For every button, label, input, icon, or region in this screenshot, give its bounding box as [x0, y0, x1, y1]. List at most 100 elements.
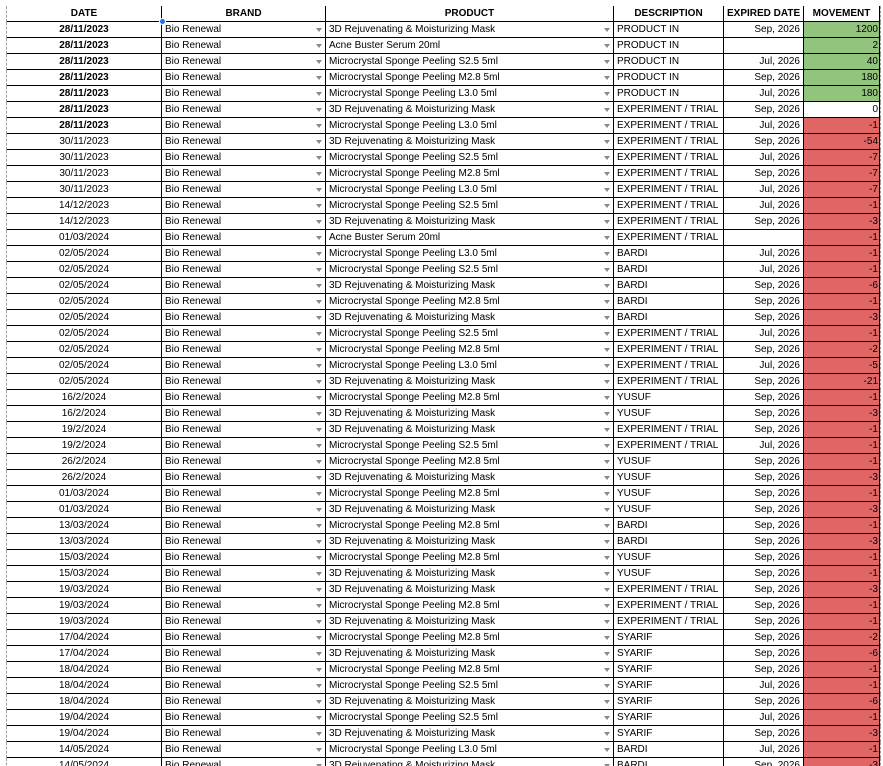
product-dropdown-cell[interactable]: Microcrystal Sponge Peeling S2.5 5ml [326, 678, 614, 694]
movement-cell[interactable]: -7 [804, 150, 880, 166]
brand-dropdown-cell[interactable]: Bio Renewal [162, 678, 326, 694]
header-expired-date[interactable]: EXPIRED DATE [724, 6, 804, 22]
product-dropdown-cell[interactable]: 3D Rejuvenating & Moisturizing Mask [326, 694, 614, 710]
brand-dropdown-cell[interactable]: Bio Renewal [162, 278, 326, 294]
product-dropdown-cell[interactable]: 3D Rejuvenating & Moisturizing Mask [326, 566, 614, 582]
dropdown-arrow-icon[interactable] [316, 652, 322, 656]
movement-cell[interactable]: -3 [804, 214, 880, 230]
description-cell[interactable]: YUSUF [614, 470, 724, 486]
expired-date-cell[interactable]: Sep, 2026 [724, 550, 804, 566]
product-dropdown-cell[interactable]: Acne Buster Serum 20ml [326, 38, 614, 54]
brand-dropdown-cell[interactable]: Bio Renewal [162, 726, 326, 742]
description-cell[interactable]: YUSUF [614, 390, 724, 406]
description-cell[interactable]: YUSUF [614, 406, 724, 422]
dropdown-arrow-icon[interactable] [316, 60, 322, 64]
expired-date-cell[interactable]: Sep, 2026 [724, 598, 804, 614]
dropdown-arrow-icon[interactable] [316, 572, 322, 576]
date-cell[interactable]: 18/04/2024 [7, 694, 162, 710]
description-cell[interactable]: EXPERIMENT / TRIAL [614, 198, 724, 214]
brand-dropdown-cell[interactable]: Bio Renewal [162, 326, 326, 342]
expired-date-cell[interactable]: Sep, 2026 [724, 454, 804, 470]
product-dropdown-cell[interactable]: Microcrystal Sponge Peeling M2.8 5ml [326, 294, 614, 310]
brand-dropdown-cell[interactable]: Bio Renewal [162, 262, 326, 278]
dropdown-arrow-icon[interactable] [316, 460, 322, 464]
expired-date-cell[interactable]: Sep, 2026 [724, 566, 804, 582]
description-cell[interactable]: EXPERIMENT / TRIAL [614, 134, 724, 150]
dropdown-arrow-icon[interactable] [316, 700, 322, 704]
product-dropdown-cell[interactable]: Microcrystal Sponge Peeling L3.0 5ml [326, 182, 614, 198]
dropdown-arrow-icon[interactable] [604, 668, 610, 672]
brand-dropdown-cell[interactable]: Bio Renewal [162, 246, 326, 262]
expired-date-cell[interactable]: Sep, 2026 [724, 470, 804, 486]
dropdown-arrow-icon[interactable] [316, 92, 322, 96]
date-cell[interactable]: 01/03/2024 [7, 230, 162, 246]
dropdown-arrow-icon[interactable] [604, 652, 610, 656]
dropdown-arrow-icon[interactable] [316, 252, 322, 256]
brand-dropdown-cell[interactable]: Bio Renewal [162, 54, 326, 70]
dropdown-arrow-icon[interactable] [316, 172, 322, 176]
brand-dropdown-cell[interactable]: Bio Renewal [162, 70, 326, 86]
brand-dropdown-cell[interactable]: Bio Renewal [162, 390, 326, 406]
product-dropdown-cell[interactable]: 3D Rejuvenating & Moisturizing Mask [326, 758, 614, 766]
expired-date-cell[interactable]: Jul, 2026 [724, 358, 804, 374]
date-cell[interactable]: 26/2/2024 [7, 470, 162, 486]
expired-date-cell[interactable]: Sep, 2026 [724, 630, 804, 646]
movement-cell[interactable]: -1 [804, 390, 880, 406]
product-dropdown-cell[interactable]: Microcrystal Sponge Peeling M2.8 5ml [326, 486, 614, 502]
date-cell[interactable]: 19/2/2024 [7, 438, 162, 454]
brand-dropdown-cell[interactable]: Bio Renewal [162, 454, 326, 470]
product-dropdown-cell[interactable]: Microcrystal Sponge Peeling M2.8 5ml [326, 390, 614, 406]
date-cell[interactable]: 16/2/2024 [7, 390, 162, 406]
expired-date-cell[interactable]: Sep, 2026 [724, 694, 804, 710]
date-cell[interactable]: 18/04/2024 [7, 662, 162, 678]
product-dropdown-cell[interactable]: Microcrystal Sponge Peeling L3.0 5ml [326, 86, 614, 102]
brand-dropdown-cell[interactable]: Bio Renewal [162, 742, 326, 758]
movement-cell[interactable]: -2 [804, 630, 880, 646]
expired-date-cell[interactable]: Sep, 2026 [724, 646, 804, 662]
dropdown-arrow-icon[interactable] [604, 332, 610, 336]
description-cell[interactable]: PRODUCT IN [614, 54, 724, 70]
dropdown-arrow-icon[interactable] [604, 716, 610, 720]
date-cell[interactable]: 19/03/2024 [7, 598, 162, 614]
date-cell[interactable]: 30/11/2023 [7, 150, 162, 166]
movement-cell[interactable]: -1 [804, 262, 880, 278]
header-date[interactable]: DATE [7, 6, 162, 22]
movement-cell[interactable]: -3 [804, 470, 880, 486]
dropdown-arrow-icon[interactable] [316, 316, 322, 320]
product-dropdown-cell[interactable]: Microcrystal Sponge Peeling S2.5 5ml [326, 54, 614, 70]
movement-cell[interactable]: -1 [804, 454, 880, 470]
dropdown-arrow-icon[interactable] [316, 220, 322, 224]
brand-dropdown-cell[interactable]: Bio Renewal [162, 422, 326, 438]
brand-dropdown-cell[interactable]: Bio Renewal [162, 214, 326, 230]
description-cell[interactable]: EXPERIMENT / TRIAL [614, 214, 724, 230]
movement-cell[interactable]: -7 [804, 182, 880, 198]
expired-date-cell[interactable]: Sep, 2026 [724, 518, 804, 534]
movement-cell[interactable]: -21 [804, 374, 880, 390]
product-dropdown-cell[interactable]: Microcrystal Sponge Peeling L3.0 5ml [326, 358, 614, 374]
description-cell[interactable]: EXPERIMENT / TRIAL [614, 614, 724, 630]
product-dropdown-cell[interactable]: 3D Rejuvenating & Moisturizing Mask [326, 470, 614, 486]
dropdown-arrow-icon[interactable] [316, 764, 322, 766]
movement-cell[interactable]: -1 [804, 662, 880, 678]
expired-date-cell[interactable]: Sep, 2026 [724, 390, 804, 406]
dropdown-arrow-icon[interactable] [604, 396, 610, 400]
dropdown-arrow-icon[interactable] [316, 524, 322, 528]
dropdown-arrow-icon[interactable] [604, 220, 610, 224]
movement-cell[interactable]: -1 [804, 486, 880, 502]
dropdown-arrow-icon[interactable] [316, 396, 322, 400]
dropdown-arrow-icon[interactable] [316, 156, 322, 160]
dropdown-arrow-icon[interactable] [604, 460, 610, 464]
expired-date-cell[interactable]: Jul, 2026 [724, 150, 804, 166]
dropdown-arrow-icon[interactable] [604, 140, 610, 144]
movement-cell[interactable]: 180 [804, 70, 880, 86]
brand-dropdown-cell[interactable]: Bio Renewal [162, 566, 326, 582]
brand-dropdown-cell[interactable]: Bio Renewal [162, 406, 326, 422]
expired-date-cell[interactable]: Sep, 2026 [724, 726, 804, 742]
description-cell[interactable]: YUSUF [614, 550, 724, 566]
description-cell[interactable]: EXPERIMENT / TRIAL [614, 102, 724, 118]
expired-date-cell[interactable]: Sep, 2026 [724, 502, 804, 518]
expired-date-cell[interactable]: Jul, 2026 [724, 438, 804, 454]
description-cell[interactable]: BARDI [614, 246, 724, 262]
dropdown-arrow-icon[interactable] [604, 60, 610, 64]
dropdown-arrow-icon[interactable] [316, 108, 322, 112]
